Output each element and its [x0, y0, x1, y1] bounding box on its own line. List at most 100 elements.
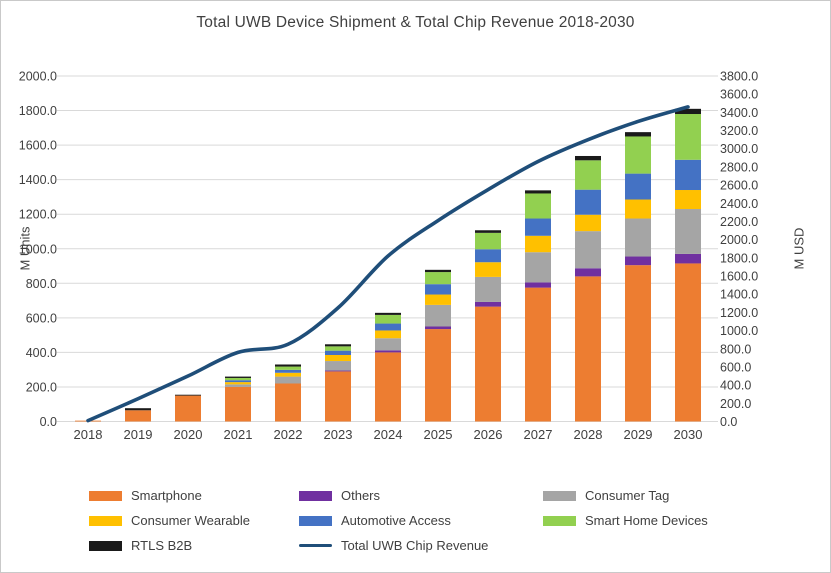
bar-2025-rtls-b2b: [425, 269, 451, 273]
bar-2028-automotive-access: [575, 189, 601, 215]
bar-2030-automotive-access: [675, 159, 701, 191]
bar-2021-automotive-access: [225, 380, 251, 383]
bar-2024-consumer-tag: [375, 338, 401, 351]
legend-label: Automotive Access: [341, 513, 451, 528]
legend-item-smart-home-devices: Smart Home Devices: [543, 513, 708, 528]
bar-2027-automotive-access: [525, 218, 551, 236]
bar-2028-consumer-wearable: [575, 214, 601, 232]
y-right-tick-label: 3600.0: [720, 88, 758, 102]
smart-home-devices-swatch: [543, 515, 576, 526]
y-left-tick-label: 0.0: [40, 415, 57, 429]
x-tick-label: 2019: [124, 427, 153, 442]
legend-label: RTLS B2B: [131, 538, 193, 553]
bar-2026-automotive-access: [475, 249, 501, 263]
bar-2027-smartphone: [525, 287, 551, 422]
x-axis-labels: 2018 2019 2020 2021 2022 2023 2024 2025 2026 2027…: [74, 427, 703, 442]
y-right-tick-label: 3800.0: [720, 70, 758, 84]
bar-2028-smart-home-devices: [575, 160, 601, 190]
bar-2027-others: [525, 282, 551, 288]
bar-2022-consumer-tag: [275, 376, 301, 384]
y-left-tick-label: 1800.0: [19, 104, 57, 118]
chart-title: Total UWB Device Shipment & Total Chip R…: [196, 14, 635, 31]
y-right-tick-label: 2400.0: [720, 197, 758, 211]
bar-2030-consumer-wearable: [675, 190, 701, 210]
y-right-tick-label: 200.0: [720, 397, 751, 411]
bar-2023-smart-home-devices: [325, 346, 351, 351]
y-left-tick-label: 1600.0: [19, 139, 57, 153]
bar-2025-others: [425, 326, 451, 330]
y-right-tick-label: 2000.0: [720, 233, 758, 247]
y-right-tick-label: 800.0: [720, 342, 751, 356]
bar-2023-rtls-b2b: [325, 344, 351, 347]
y-right-tick-label: 2200.0: [720, 215, 758, 229]
bar-2023-smartphone: [325, 371, 351, 422]
bar-2021-smartphone: [225, 386, 251, 422]
rtls-b2b-swatch: [89, 540, 122, 551]
bar-2025-consumer-tag: [425, 304, 451, 327]
x-tick-label: 2029: [624, 427, 653, 442]
y-right-tick-label: 3400.0: [720, 106, 758, 120]
x-tick-label: 2025: [424, 427, 453, 442]
x-tick-label: 2028: [574, 427, 603, 442]
bar-2030-consumer-tag: [675, 209, 701, 254]
bar-2025-consumer-wearable: [425, 294, 451, 305]
bar-2022-smart-home-devices: [275, 366, 301, 370]
bar-2029-rtls-b2b: [625, 132, 651, 137]
bar-2028-others: [575, 268, 601, 277]
bar-2029-automotive-access: [625, 173, 651, 200]
bar-2024-rtls-b2b: [375, 312, 401, 315]
y-right-tick-label: 1000.0: [720, 324, 758, 338]
consumer-tag-swatch: [543, 490, 576, 501]
legend-item-total-uwb-chip-revenue: Total UWB Chip Revenue: [299, 538, 543, 553]
legend-label: Consumer Tag: [585, 488, 670, 503]
bar-2030-others: [675, 253, 701, 264]
legend-item-consumer-tag: Consumer Tag: [543, 488, 708, 503]
y-left-tick-label: 600.0: [26, 311, 57, 325]
x-tick-label: 2022: [274, 427, 303, 442]
y-right-tick-label: 3200.0: [720, 124, 758, 138]
legend-item-automotive-access: Automotive Access: [299, 513, 543, 528]
bar-2024-automotive-access: [375, 323, 401, 331]
bar-2026-consumer-tag: [475, 276, 501, 302]
x-tick-label: 2021: [224, 427, 253, 442]
legend-item-others: Others: [299, 488, 543, 503]
legend-item-smartphone: Smartphone: [89, 488, 299, 503]
bar-2026-smartphone: [475, 306, 501, 422]
bar-2022-consumer-wearable: [275, 372, 301, 377]
x-tick-label: 2023: [324, 427, 353, 442]
y-left-tick-label: 400.0: [26, 346, 57, 360]
bar-2023-automotive-access: [325, 350, 351, 355]
y-right-tick-label: 1200.0: [720, 306, 758, 320]
bar-2019-rtls-b2b: [125, 408, 151, 411]
automotive-access-swatch: [299, 515, 332, 526]
bar-2020-rtls-b2b: [175, 394, 201, 396]
x-tick-label: 2018: [74, 427, 103, 442]
bar-2030-smartphone: [675, 263, 701, 422]
y-right-tick-label: 1800.0: [720, 251, 758, 265]
y-right-tick-label: 1600.0: [720, 270, 758, 284]
bar-2025-smartphone: [425, 329, 451, 422]
legend-label: Consumer Wearable: [131, 513, 250, 528]
y-right-tick-label: 2600.0: [720, 179, 758, 193]
y-right-tick-label: 400.0: [720, 379, 751, 393]
consumer-wearable-swatch: [89, 515, 122, 526]
y-left-tick-label: 1000.0: [19, 242, 57, 256]
bar-2028-smartphone: [575, 276, 601, 422]
bar-2029-consumer-tag: [625, 218, 651, 257]
bar-2025-smart-home-devices: [425, 272, 451, 285]
smartphone-swatch: [89, 490, 122, 501]
bar-2024-smartphone: [375, 352, 401, 422]
legend-item-rtls-b2b: RTLS B2B: [89, 538, 299, 553]
bar-2023-consumer-tag: [325, 361, 351, 371]
y-left-tick-label: 2000.0: [19, 70, 57, 84]
bar-2026-consumer-wearable: [475, 262, 501, 277]
bar-2028-rtls-b2b: [575, 155, 601, 161]
bar-2029-smartphone: [625, 265, 651, 422]
x-tick-label: 2020: [174, 427, 203, 442]
y-right-tick-label: 3000.0: [720, 142, 758, 156]
bar-2022-rtls-b2b: [275, 364, 301, 367]
bar-2026-smart-home-devices: [475, 232, 501, 250]
y-left-tick-label: 800.0: [26, 277, 57, 291]
